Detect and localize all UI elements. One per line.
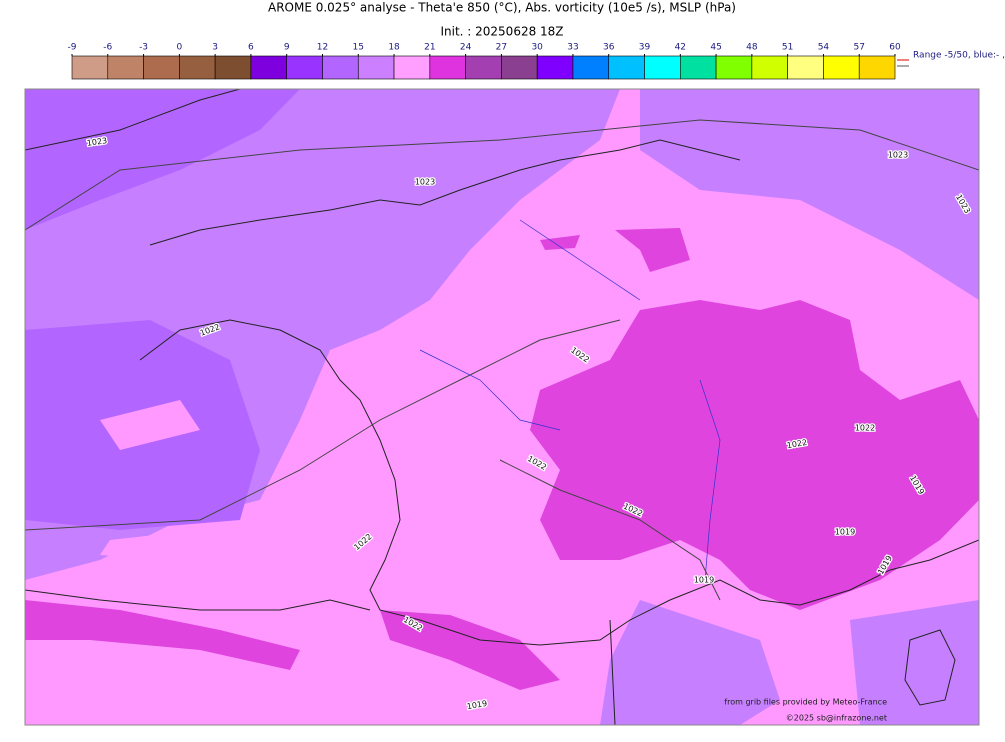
colorbar-tick-label: 0 (176, 43, 182, 53)
colorbar-box (858, 55, 896, 80)
colorbar-tick-label: 18 (388, 43, 400, 53)
colorbar-box (751, 55, 788, 80)
colorbar-tick-label: 54 (818, 43, 830, 53)
colorbar-box (179, 55, 216, 80)
colorbar-tick-label: 15 (353, 43, 364, 53)
colorbar-box (465, 55, 502, 80)
coastline (609, 619, 616, 725)
isobar-label: 1023 (86, 136, 107, 148)
colorbar-box (787, 55, 824, 80)
colorbar-tick-label: 6 (248, 43, 254, 53)
colorbar-box (214, 55, 252, 80)
map-frame (24, 88, 980, 726)
magenta-area (530, 300, 979, 610)
colorbar-box (608, 55, 645, 80)
colorbar-tick-label: 33 (567, 43, 578, 53)
copyright: ©2025 sb@infrazone.net (786, 714, 887, 723)
colorbar-tick-label: 39 (639, 43, 651, 53)
colorbar-box (107, 55, 144, 80)
colorbar-tick-label: 21 (424, 43, 435, 53)
colorbar-tick-label: 57 (853, 43, 864, 53)
colorbar-box (823, 55, 860, 80)
colorbar-box (250, 55, 287, 80)
coastline (149, 139, 741, 246)
colorbar-box (357, 55, 395, 80)
isobar-label: 1019 (835, 528, 855, 537)
coastline (904, 629, 956, 706)
colorbar-tick-label: 48 (746, 43, 758, 53)
coastline (139, 319, 979, 646)
coastline (25, 89, 241, 151)
colorbar-tick-label: 60 (889, 43, 901, 53)
colorbar-tick-label: 36 (603, 43, 615, 53)
colorbar-tick-label: -6 (103, 43, 112, 53)
colorbar-box (286, 55, 323, 80)
colorbar-box (501, 55, 538, 80)
colorbar-box (322, 55, 359, 80)
colorbar-tick-label: 51 (782, 43, 793, 53)
colorbar-tick-label: 12 (317, 43, 328, 53)
colorbar-tick-label: 27 (496, 43, 507, 53)
river (419, 349, 561, 431)
river (519, 219, 641, 301)
isobar (25, 319, 621, 531)
magenta-area (540, 228, 690, 272)
colorbar-box (644, 55, 681, 80)
subtitle: Init. : 20250628 18Z (440, 25, 563, 39)
colorbar-box (71, 55, 109, 80)
colorbar-box (715, 55, 753, 80)
isobar-label: 1022 (855, 424, 875, 433)
colorbar-box (572, 55, 610, 80)
colorbar-tick-label: -9 (68, 43, 77, 53)
purple-area (25, 89, 300, 230)
colorbar-box (429, 55, 466, 80)
colorbar-box (536, 55, 574, 80)
isobar (499, 459, 721, 601)
isobar (25, 119, 979, 231)
colorbar-box (393, 55, 431, 80)
colorbar-tick-label: 42 (675, 43, 686, 53)
colorbar-tick-label: 45 (710, 43, 721, 53)
colorbar-tick-label: -3 (139, 43, 148, 53)
colorbar-tick-label: 24 (460, 43, 472, 53)
colorbar-tick-label: 3 (212, 43, 218, 53)
coastline (25, 589, 371, 611)
purple-area (600, 600, 979, 725)
pink-patch (100, 400, 200, 560)
colorbar-tick-label: 30 (531, 43, 543, 53)
river (699, 379, 721, 581)
range-note: Range -5/50, blue:- , r (913, 51, 1005, 61)
isobar-label: 1019 (694, 576, 714, 585)
credit: from grib files provided by Meteo-France (724, 698, 887, 707)
colorbar-box (680, 55, 717, 80)
colorbar: -9 -6 -3 0 3 6 9 12 15 18 21 24 27 30 33 36 39 42 45 48 51 54… (68, 43, 901, 80)
isobar-label: 1023 (415, 178, 435, 187)
colorbar-tick-label: 9 (284, 43, 290, 53)
isobar-label: 1023 (888, 151, 908, 160)
title: AROME 0.025° analyse - Theta'e 850 (°C),… (268, 1, 736, 15)
colorbar-box (143, 55, 180, 80)
map: 1023102310231023102210221022102210221022… (24, 88, 980, 726)
